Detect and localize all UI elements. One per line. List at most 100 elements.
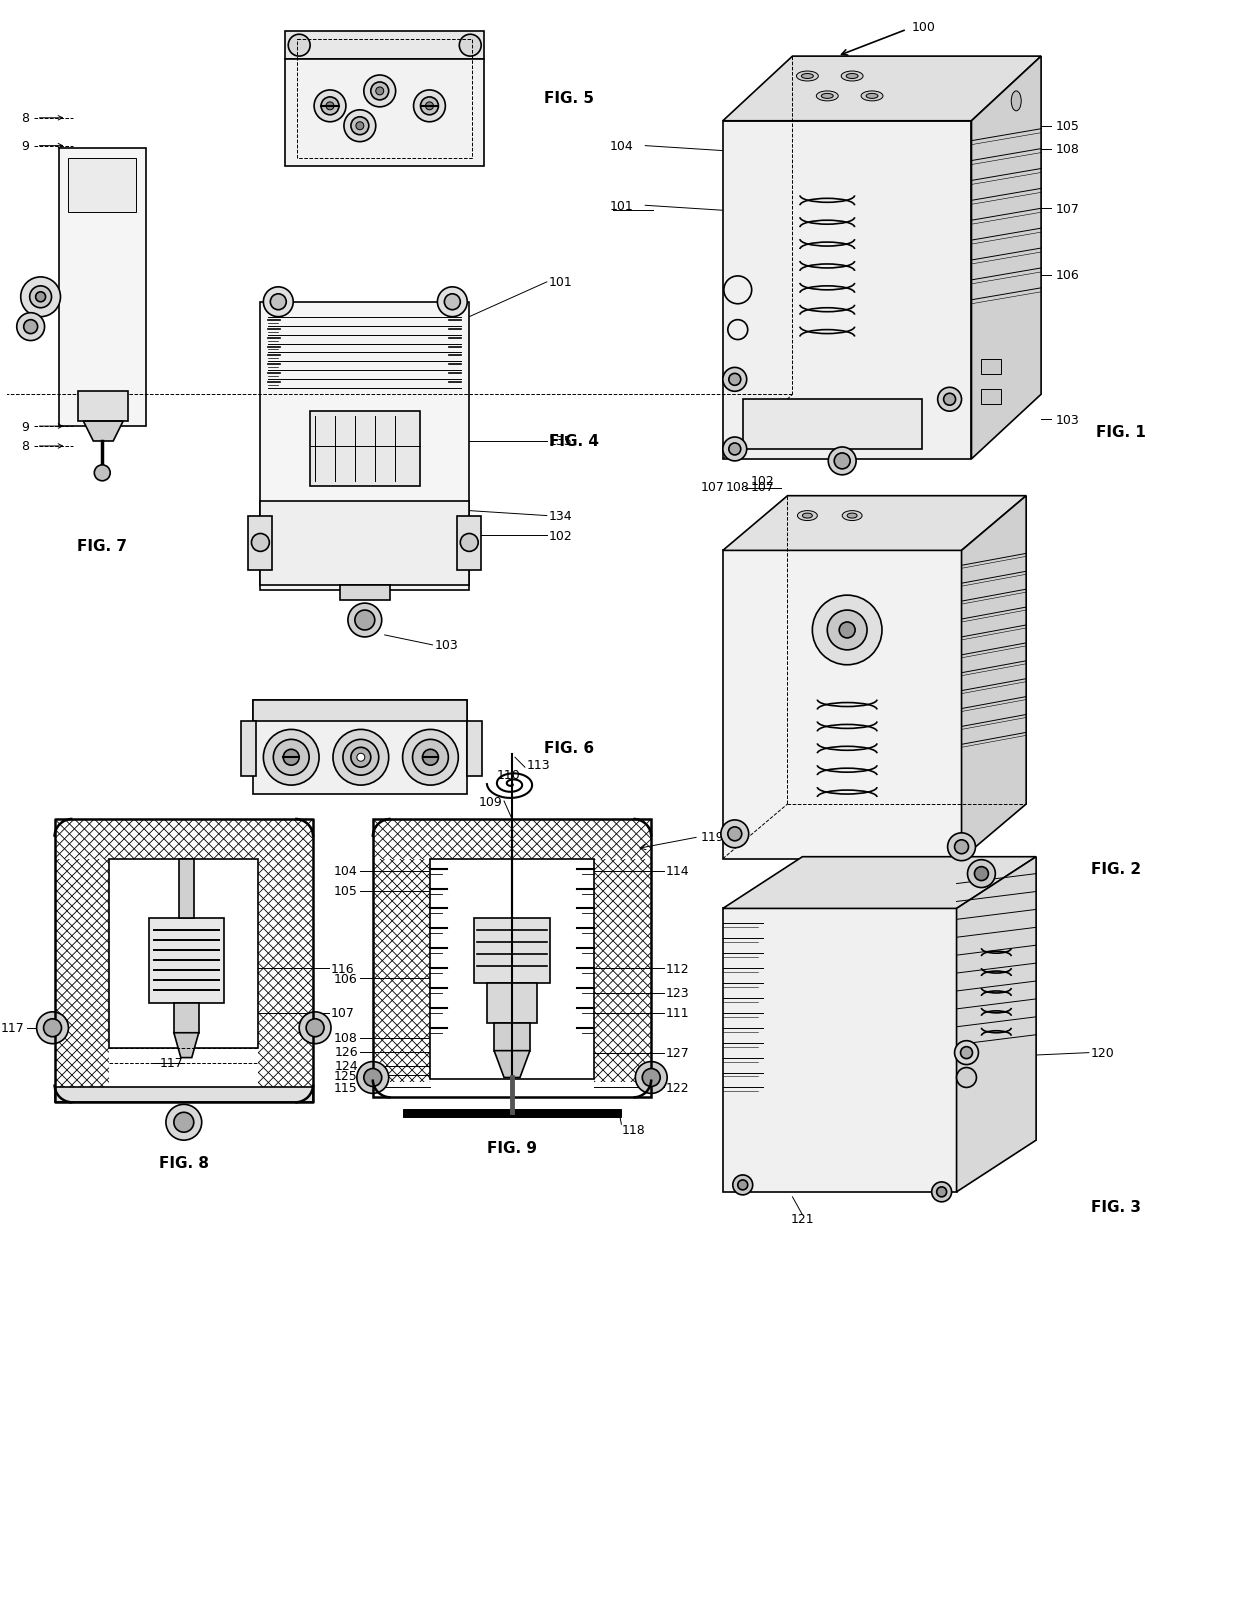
Bar bbox=[494, 1024, 529, 1051]
Circle shape bbox=[343, 739, 378, 776]
Circle shape bbox=[413, 739, 449, 776]
Polygon shape bbox=[174, 1033, 198, 1057]
Circle shape bbox=[642, 1069, 660, 1086]
Text: 101: 101 bbox=[610, 199, 634, 212]
Circle shape bbox=[459, 35, 481, 58]
Polygon shape bbox=[723, 857, 1037, 910]
Text: 104: 104 bbox=[610, 140, 634, 153]
Polygon shape bbox=[494, 1051, 529, 1078]
Text: FIG. 3: FIG. 3 bbox=[1091, 1199, 1141, 1215]
Circle shape bbox=[967, 860, 996, 889]
PathPatch shape bbox=[55, 860, 109, 1102]
Text: 122: 122 bbox=[666, 1082, 689, 1094]
Circle shape bbox=[438, 288, 467, 318]
Text: 100: 100 bbox=[911, 21, 936, 34]
Circle shape bbox=[936, 1188, 946, 1197]
Text: 119: 119 bbox=[701, 831, 724, 844]
Text: 102: 102 bbox=[750, 476, 775, 489]
Text: 110: 110 bbox=[497, 768, 521, 781]
Circle shape bbox=[36, 292, 46, 302]
Circle shape bbox=[334, 730, 388, 786]
Circle shape bbox=[357, 754, 365, 762]
Text: FIG. 4: FIG. 4 bbox=[549, 434, 599, 450]
Bar bbox=[467, 722, 482, 776]
Circle shape bbox=[263, 288, 293, 318]
PathPatch shape bbox=[258, 860, 314, 1088]
Bar bbox=[723, 122, 971, 460]
Ellipse shape bbox=[802, 514, 812, 519]
Circle shape bbox=[326, 103, 334, 111]
Text: 104: 104 bbox=[334, 865, 358, 877]
Circle shape bbox=[944, 394, 956, 407]
Bar bbox=[253, 701, 467, 722]
Text: 124: 124 bbox=[335, 1059, 358, 1072]
Bar bbox=[723, 910, 956, 1192]
Polygon shape bbox=[83, 423, 123, 442]
Circle shape bbox=[283, 750, 299, 765]
Text: 106: 106 bbox=[334, 972, 358, 985]
Bar bbox=[58, 148, 146, 427]
Ellipse shape bbox=[866, 95, 878, 100]
Text: 105: 105 bbox=[334, 884, 358, 897]
Bar bbox=[373, 820, 651, 1098]
Bar bbox=[403, 1109, 621, 1117]
Circle shape bbox=[363, 1069, 382, 1086]
Circle shape bbox=[166, 1104, 202, 1141]
Circle shape bbox=[444, 294, 460, 310]
Bar bbox=[242, 722, 257, 776]
Circle shape bbox=[252, 534, 269, 553]
Ellipse shape bbox=[796, 72, 818, 82]
Circle shape bbox=[723, 437, 746, 461]
Text: 101: 101 bbox=[549, 276, 573, 289]
Text: 116: 116 bbox=[331, 963, 355, 975]
Circle shape bbox=[343, 111, 376, 143]
Bar bbox=[743, 400, 921, 450]
Polygon shape bbox=[956, 857, 1037, 1192]
Circle shape bbox=[931, 1183, 951, 1202]
Text: 8: 8 bbox=[21, 112, 29, 125]
Circle shape bbox=[263, 730, 319, 786]
Text: 117: 117 bbox=[160, 1056, 184, 1069]
Text: 106: 106 bbox=[1056, 270, 1080, 283]
Bar bbox=[78, 392, 128, 423]
Circle shape bbox=[270, 294, 286, 310]
Text: 121: 121 bbox=[791, 1212, 815, 1225]
Circle shape bbox=[355, 611, 374, 630]
Text: FIG. 9: FIG. 9 bbox=[487, 1139, 537, 1155]
Bar bbox=[149, 919, 223, 1003]
Bar bbox=[981, 391, 1002, 405]
Bar bbox=[109, 860, 258, 1048]
Text: 113: 113 bbox=[527, 759, 551, 771]
Bar bbox=[285, 59, 484, 167]
PathPatch shape bbox=[373, 820, 651, 860]
Circle shape bbox=[37, 1012, 68, 1045]
Text: 125: 125 bbox=[334, 1069, 358, 1083]
Bar bbox=[248, 516, 273, 570]
Circle shape bbox=[425, 103, 434, 111]
Text: 105: 105 bbox=[1056, 121, 1080, 133]
Bar bbox=[723, 551, 961, 860]
Text: FIG. 2: FIG. 2 bbox=[1091, 861, 1141, 876]
Circle shape bbox=[351, 747, 371, 768]
Text: 114: 114 bbox=[666, 865, 689, 877]
Circle shape bbox=[835, 453, 851, 469]
Circle shape bbox=[839, 622, 856, 638]
Text: 112: 112 bbox=[666, 963, 689, 975]
Text: 109: 109 bbox=[479, 795, 502, 808]
Circle shape bbox=[371, 84, 388, 101]
Circle shape bbox=[356, 122, 363, 130]
Circle shape bbox=[16, 313, 45, 341]
Circle shape bbox=[460, 534, 479, 553]
Circle shape bbox=[348, 604, 382, 638]
Text: 127: 127 bbox=[666, 1046, 689, 1059]
Text: 120: 120 bbox=[1091, 1046, 1115, 1059]
Text: 111: 111 bbox=[666, 1006, 689, 1020]
Bar bbox=[174, 1003, 198, 1033]
Text: 135: 135 bbox=[549, 435, 573, 448]
Ellipse shape bbox=[1012, 92, 1022, 112]
Ellipse shape bbox=[821, 95, 833, 100]
Circle shape bbox=[720, 821, 749, 848]
Text: 107: 107 bbox=[331, 1006, 355, 1020]
Text: 115: 115 bbox=[334, 1082, 358, 1094]
Circle shape bbox=[288, 35, 310, 58]
